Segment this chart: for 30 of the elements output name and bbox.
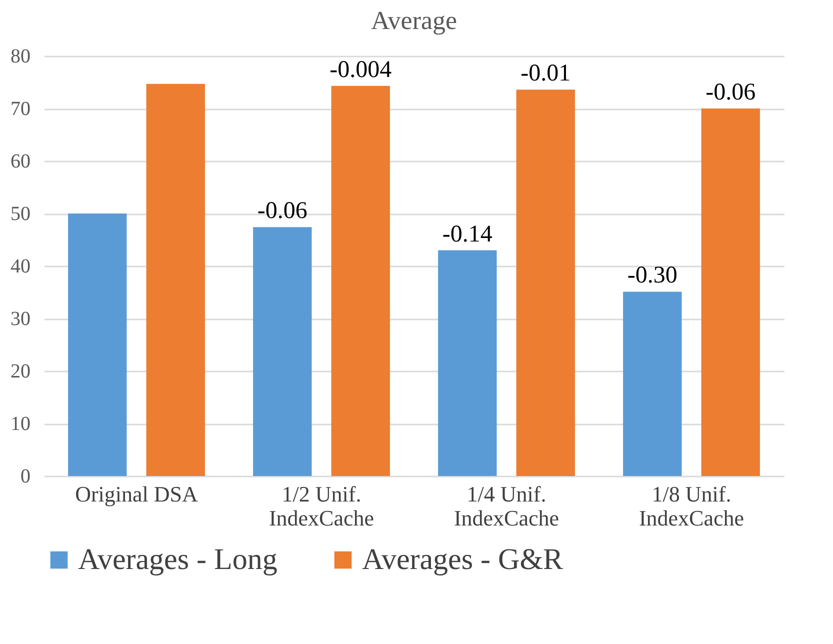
annotation: -0.01 (520, 60, 571, 87)
y-tick-label: 40 (10, 256, 30, 278)
bar (68, 214, 127, 476)
annotation: -0.06 (706, 80, 756, 106)
y-tick-label: 0 (20, 466, 30, 488)
y-tick-label: 60 (10, 150, 30, 172)
x-tick-label: 1/2 Unif. IndexCache (268, 482, 374, 530)
bar (253, 227, 312, 476)
x-tick-label: 1/4 Unif. IndexCache (454, 482, 560, 530)
y-tick-label: 10 (10, 413, 30, 435)
annotation: -0.30 (627, 262, 678, 289)
y-tick-label: 80 (10, 46, 30, 68)
bar (438, 250, 497, 476)
y-tick-label: 50 (10, 203, 30, 225)
chart-title: Average (370, 6, 458, 35)
legend-label: Averages - Long (78, 543, 278, 576)
annotation: -0.14 (442, 221, 492, 248)
y-tick-label: 20 (10, 360, 30, 382)
y-tick-label: 30 (10, 308, 30, 330)
bar (701, 108, 760, 476)
x-tick-label: 1/8 Unif. IndexCache (638, 482, 744, 530)
bar (516, 90, 575, 476)
bar (331, 86, 390, 476)
annotation: -0.06 (257, 198, 308, 224)
bar (623, 292, 682, 476)
y-tick-label: 70 (10, 98, 30, 120)
bar (146, 84, 205, 476)
x-tick-label: Original DSA (75, 482, 198, 506)
annotation: -0.004 (330, 56, 392, 83)
legend-label: Averages - G&R (362, 543, 564, 576)
